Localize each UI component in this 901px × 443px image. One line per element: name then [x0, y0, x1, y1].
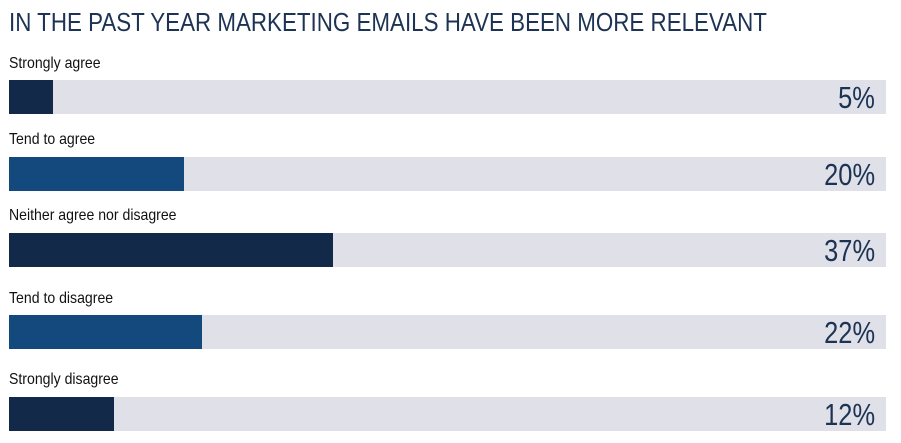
category-label: Neither agree nor disagree	[9, 207, 177, 224]
value-label: 5%	[838, 80, 875, 115]
category-label: Tend to disagree	[9, 290, 114, 307]
bar-track: 5%	[9, 80, 886, 115]
bar	[9, 80, 53, 114]
bar-track: 20%	[9, 157, 886, 192]
bar	[9, 233, 334, 267]
value-label: 20%	[824, 157, 875, 192]
value-label: 22%	[824, 315, 875, 350]
category-label: Strongly agree	[9, 55, 101, 72]
bar	[9, 397, 115, 431]
value-label: 37%	[824, 233, 875, 268]
bar-track: 37%	[9, 233, 886, 268]
bar	[9, 157, 185, 191]
bar-track: 22%	[9, 315, 886, 350]
bar	[9, 315, 202, 349]
chart-title: IN THE PAST YEAR MARKETING EMAILS HAVE B…	[9, 7, 767, 37]
bar-track: 12%	[9, 397, 886, 432]
category-label: Tend to agree	[9, 131, 96, 148]
value-label: 12%	[824, 397, 875, 432]
category-label: Strongly disagree	[9, 371, 119, 388]
